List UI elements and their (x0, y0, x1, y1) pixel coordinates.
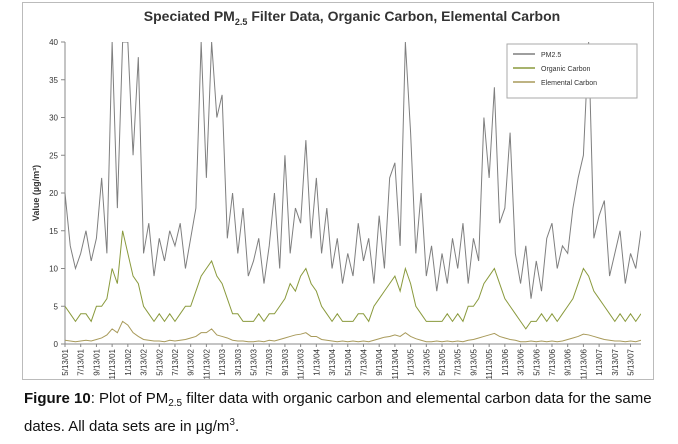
y-tick-label: 20 (49, 189, 58, 198)
x-tick-label: 3/13/07 (611, 348, 620, 375)
x-tick-label: 5/13/01 (61, 348, 70, 375)
chart-title: Speciated PM2.5 Filter Data, Organic Carb… (144, 8, 560, 27)
x-tick-label: 5/13/03 (250, 348, 259, 375)
x-tick-label: 9/13/03 (281, 348, 290, 375)
caption-sup: 3 (229, 417, 235, 428)
title-part: Filter Data, Organic Carbon, Elemental C… (251, 8, 560, 24)
caption-label: Figure 10 (24, 390, 91, 407)
x-tick-label: 3/13/02 (140, 348, 149, 375)
chart: Speciated PM2.5 Filter Data, Organic Carb… (31, 8, 641, 380)
x-tick-label: 9/13/02 (187, 348, 196, 375)
series-line (65, 42, 641, 299)
caption: Figure 10: Plot of PM2.5 filter data wit… (24, 389, 664, 436)
x-tick-label: 9/13/01 (92, 348, 101, 375)
x-tick-label: 11/13/05 (485, 348, 494, 379)
x-tick-label: 5/13/02 (155, 348, 164, 375)
x-tick-label: 7/13/03 (265, 348, 274, 375)
legend-label: PM2.5 (541, 52, 561, 59)
x-tick-label: 9/13/04 (375, 348, 384, 375)
x-tick-label: 7/13/06 (548, 348, 557, 375)
x-tick-label: 11/13/02 (202, 348, 211, 379)
x-tick-label: 3/13/04 (328, 348, 337, 375)
title-sub: 2.5 (235, 17, 248, 27)
x-tick-label: 3/13/03 (234, 348, 243, 375)
x-tick-label: 5/13/07 (627, 348, 636, 375)
chart-frame (22, 2, 654, 380)
x-tick-label: 11/13/03 (297, 348, 306, 379)
series-line (65, 230, 641, 330)
x-tick-label: 1/13/04 (312, 348, 321, 375)
y-tick-label: 10 (49, 265, 58, 274)
title-part: Speciated PM (144, 8, 235, 24)
x-tick-label: 3/13/05 (422, 348, 431, 375)
plot (65, 42, 641, 343)
y-tick-label: 0 (54, 340, 59, 349)
legend-box (506, 43, 638, 99)
y-axis-label: Value (µg/m³) (31, 165, 41, 221)
x-tick-label: 11/13/06 (579, 348, 588, 379)
y-tick-label: 15 (49, 227, 58, 236)
y-tick-label: 5 (54, 302, 59, 311)
series-line (65, 320, 641, 343)
legend-label: Elemental Carbon (541, 80, 597, 87)
x-tick-label: 1/13/03 (218, 348, 227, 375)
y-tick-label: 35 (49, 76, 58, 85)
x-tick-label: 3/13/06 (517, 348, 526, 375)
x-tick-label: 5/13/04 (344, 348, 353, 375)
x-tick-label: 7/13/02 (171, 348, 180, 375)
caption-text: : Plot of PM (90, 390, 169, 407)
x-tick-label: 1/13/07 (595, 348, 604, 375)
caption-text: . (234, 418, 240, 435)
x-tick-label: 9/13/05 (469, 348, 478, 375)
x-tick-label: 9/13/06 (564, 348, 573, 375)
caption-text: filter data with organic carbon and elem… (24, 390, 652, 435)
x-tick-label: 7/13/01 (77, 348, 86, 375)
x-tick-label: 5/13/06 (532, 348, 541, 375)
x-tick-label: 1/13/05 (407, 348, 416, 375)
x-tick-label: 11/13/01 (108, 348, 117, 379)
x-tick-label: 7/13/05 (454, 348, 463, 375)
caption-sub: 2.5 (168, 398, 183, 409)
x-tick-label: 5/13/05 (438, 348, 447, 375)
x-tick-label: 1/13/02 (124, 348, 133, 375)
y-tick-label: 30 (49, 114, 58, 123)
x-tick-label: 1/13/06 (501, 348, 510, 375)
y-tick-label: 25 (49, 151, 58, 160)
legend-label: Organic Carbon (541, 66, 591, 73)
x-tick-label: 7/13/04 (359, 348, 368, 375)
x-tick-label: 11/13/04 (391, 348, 400, 379)
y-tick-label: 40 (49, 38, 58, 47)
